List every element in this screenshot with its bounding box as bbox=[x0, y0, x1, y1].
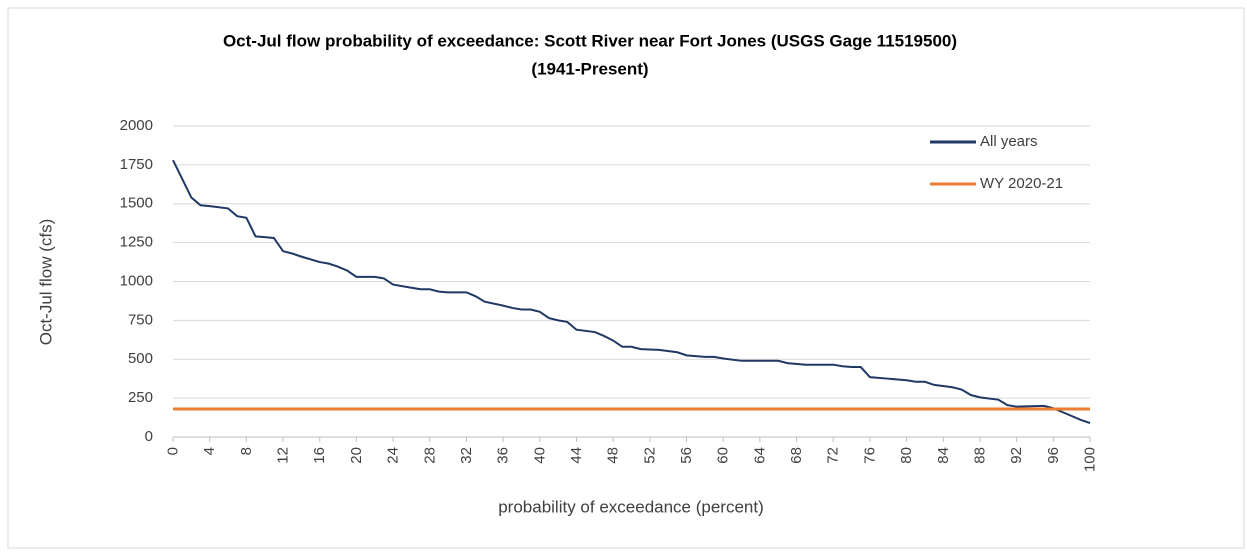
x-tick-label: 32 bbox=[458, 447, 475, 464]
y-tick-label: 0 bbox=[145, 428, 153, 445]
y-tick-label: 2000 bbox=[120, 117, 153, 134]
x-tick-label: 96 bbox=[1045, 447, 1062, 464]
x-tick-label: 72 bbox=[825, 447, 842, 464]
x-tick-label: 100 bbox=[1082, 447, 1099, 472]
y-tick-label: 750 bbox=[128, 311, 153, 328]
x-tick-label: 28 bbox=[421, 447, 438, 464]
x-tick-label: 80 bbox=[898, 447, 915, 464]
data-line bbox=[172, 159, 1091, 424]
x-tick-label: 64 bbox=[751, 447, 768, 464]
x-tick-label: 0 bbox=[165, 447, 182, 455]
x-tick-label: 92 bbox=[1008, 447, 1025, 464]
x-tick-label: 44 bbox=[568, 447, 585, 464]
y-tick-label: 1750 bbox=[120, 156, 153, 173]
y-axis-label: Oct-Jul flow (cfs) bbox=[36, 219, 55, 346]
x-tick-label: 88 bbox=[971, 447, 988, 464]
x-tick-label: 20 bbox=[348, 447, 365, 464]
x-tick-label: 48 bbox=[605, 447, 622, 464]
x-tick-label: 84 bbox=[935, 447, 952, 464]
x-tick-label: 16 bbox=[311, 447, 328, 464]
y-tick-label: 1500 bbox=[120, 195, 153, 212]
x-tick-label: 12 bbox=[275, 447, 292, 464]
y-tick-label: 1250 bbox=[120, 234, 153, 251]
chart-subtitle: (1941-Present) bbox=[531, 59, 648, 78]
y-tick-label: 500 bbox=[128, 350, 153, 367]
x-tick-label: 40 bbox=[531, 447, 548, 464]
y-tick-label: 1000 bbox=[120, 272, 153, 289]
x-axis-label: probability of exceedance (percent) bbox=[498, 497, 764, 516]
x-tick-label: 52 bbox=[641, 447, 658, 464]
x-tick-label: 4 bbox=[201, 447, 218, 455]
x-tick-label: 68 bbox=[788, 447, 805, 464]
x-tick-label: 60 bbox=[715, 447, 732, 464]
x-tick-label: 76 bbox=[861, 447, 878, 464]
y-tick-label: 250 bbox=[128, 389, 153, 406]
chart-title: Oct-Jul flow probability of exceedance: … bbox=[223, 31, 957, 50]
x-tick-label: 56 bbox=[678, 447, 695, 464]
x-tick-label: 24 bbox=[385, 447, 402, 464]
chart-frame bbox=[7, 7, 1245, 549]
x-tick-label: 8 bbox=[238, 447, 255, 455]
legend-label: WY 2020-21 bbox=[980, 175, 1063, 192]
x-tick-label: 36 bbox=[495, 447, 512, 464]
legend-label: All years bbox=[980, 133, 1038, 150]
